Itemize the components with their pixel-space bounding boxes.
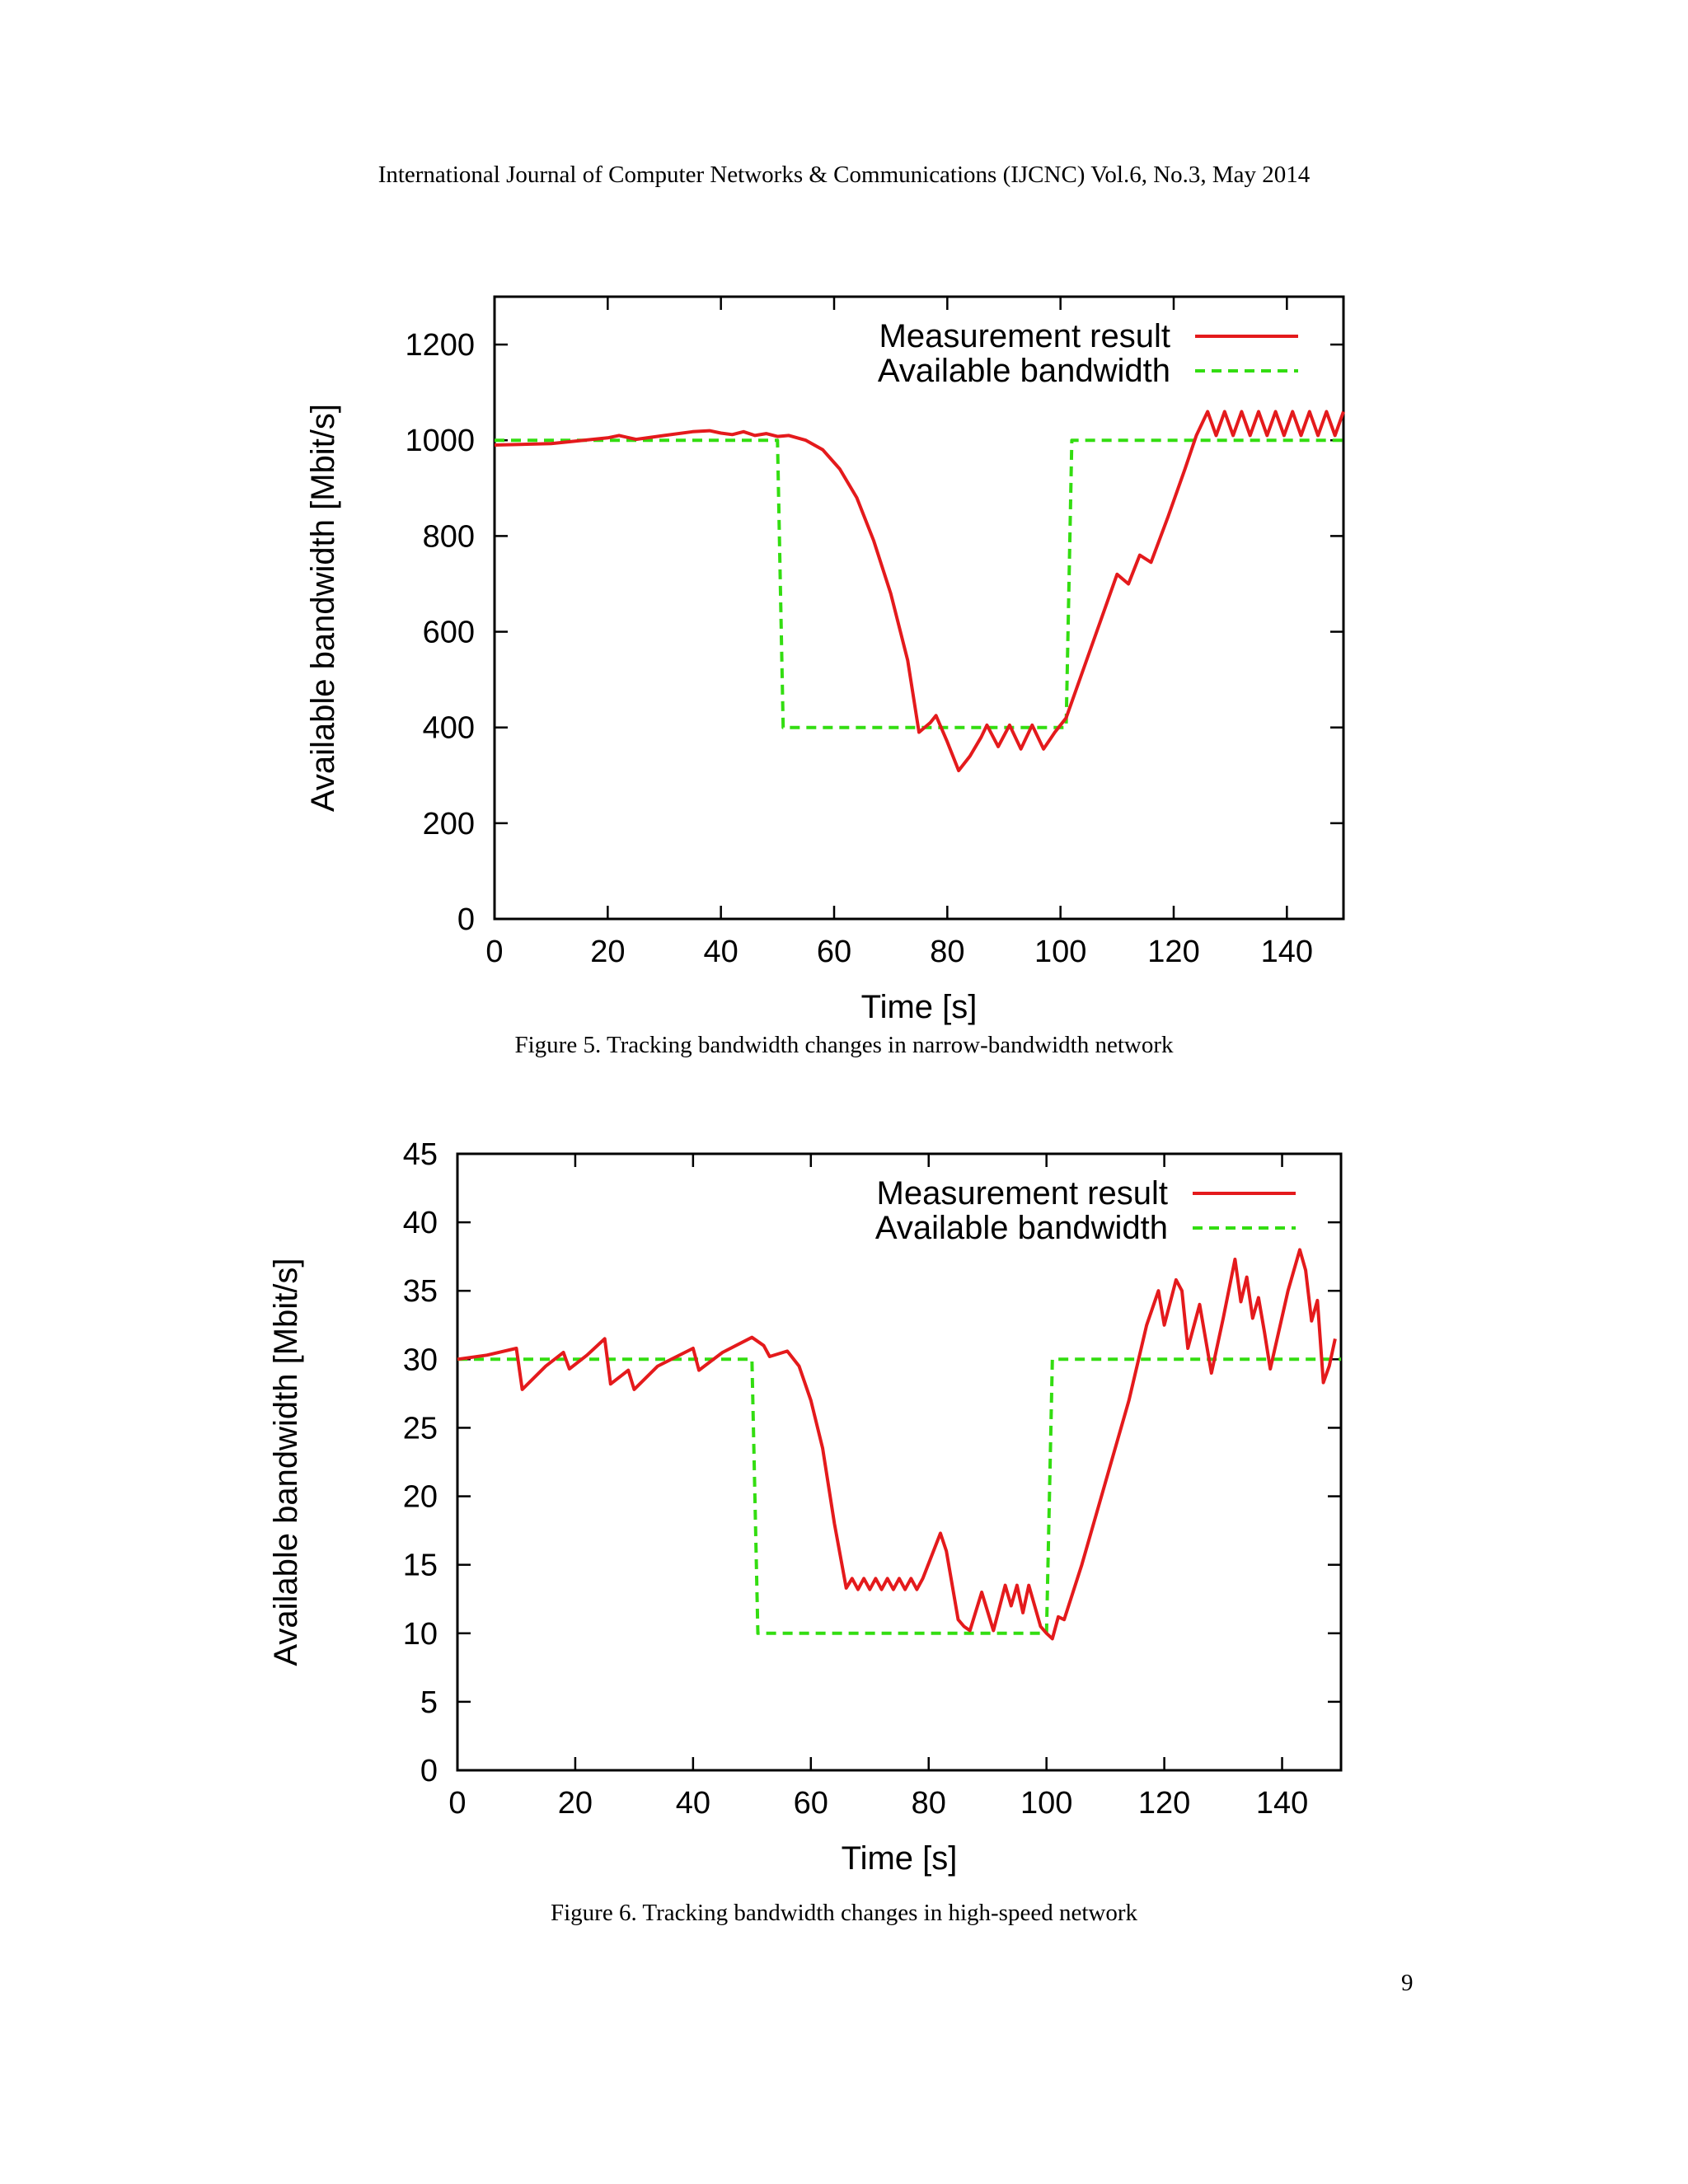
x-tick-label: 60	[817, 935, 851, 969]
x-tick-label: 140	[1256, 1786, 1308, 1821]
plot-border	[493, 295, 1345, 921]
measurement-result-line	[457, 1248, 1337, 1641]
y-tick-label: 10	[403, 1617, 438, 1652]
y-tick-label: 1200	[405, 328, 475, 363]
series-layer	[457, 1248, 1341, 1641]
available-bandwidth-line	[457, 1357, 1341, 1635]
x-tick-label: 80	[930, 935, 964, 969]
y-axis-label: Available bandwidth [Mbit/s]	[305, 404, 341, 812]
figure-5-caption: Figure 5. Tracking bandwidth changes in …	[514, 1032, 1174, 1058]
y-tick-label: 0	[457, 902, 475, 937]
y-tick-label: 400	[423, 711, 475, 746]
x-tick-label: 40	[676, 1786, 710, 1821]
y-tick-label: 800	[423, 519, 475, 554]
legend-label: Measurement result	[877, 1175, 1168, 1212]
axis-ticks: 0 20 40 60 80 100 120 140 0 200 400 600 800 1000 1200	[405, 297, 1343, 969]
y-tick-label: 200	[423, 807, 475, 841]
y-tick-label: 600	[423, 616, 475, 650]
x-tick-label: 0	[448, 1786, 466, 1821]
x-tick-label: 80	[912, 1786, 946, 1821]
available-bandwidth-line	[495, 438, 1343, 729]
x-axis-label: Time [s]	[842, 1840, 958, 1877]
x-tick-label: 40	[704, 935, 738, 969]
running-header: International Journal of Computer Networ…	[377, 162, 1311, 188]
y-tick-label: 25	[403, 1411, 438, 1446]
measurement-result-line	[494, 410, 1345, 772]
y-tick-label: 15	[403, 1549, 438, 1583]
legend-label: Available bandwidth	[875, 1210, 1168, 1246]
x-tick-label: 120	[1138, 1786, 1190, 1821]
plot-frame	[493, 295, 1345, 921]
plot-frame	[456, 1152, 1343, 1772]
x-axis-label: Time [s]	[861, 989, 978, 1025]
x-tick-label: 20	[558, 1786, 593, 1821]
x-tick-label: 0	[485, 935, 503, 969]
legend-label: Available bandwidth	[878, 353, 1170, 389]
figure-6-caption: Figure 6. Tracking bandwidth changes in …	[550, 1900, 1137, 1926]
legend-label: Measurement result	[879, 318, 1170, 354]
y-tick-label: 30	[403, 1343, 438, 1377]
y-tick-label: 35	[403, 1274, 438, 1309]
y-tick-label: 1000	[405, 424, 475, 458]
x-tick-label: 100	[1020, 1786, 1072, 1821]
plot-border	[456, 1152, 1343, 1772]
figure-5-chart: 0 20 40 60 80 100 120 140020040060080010001200 …	[305, 295, 1345, 1025]
y-axis-label: Available bandwidth [Mbit/s]	[268, 1258, 304, 1666]
page-number: 9	[1401, 1970, 1414, 1996]
x-tick-label: 20	[590, 935, 625, 969]
x-tick-label: 140	[1261, 935, 1313, 969]
axis-ticks: 0 20 40 60 80 100 120 140 0 5 10 15 20 25 30 35 40 45	[403, 1137, 1341, 1821]
x-tick-label: 100	[1034, 935, 1086, 969]
y-tick-label: 5	[420, 1685, 438, 1720]
x-tick-label: 120	[1147, 935, 1199, 969]
y-tick-label: 0	[420, 1754, 438, 1788]
y-tick-label: 20	[403, 1480, 438, 1515]
series-layer	[494, 410, 1345, 772]
figure-6-chart: 0 20 40 60 80 100 120 140 0 5 10 15 20 25 30 35 40 45 Mea…	[268, 1137, 1343, 1877]
y-tick-label: 40	[403, 1206, 438, 1240]
y-tick-label: 45	[403, 1137, 438, 1172]
x-tick-label: 60	[794, 1786, 828, 1821]
